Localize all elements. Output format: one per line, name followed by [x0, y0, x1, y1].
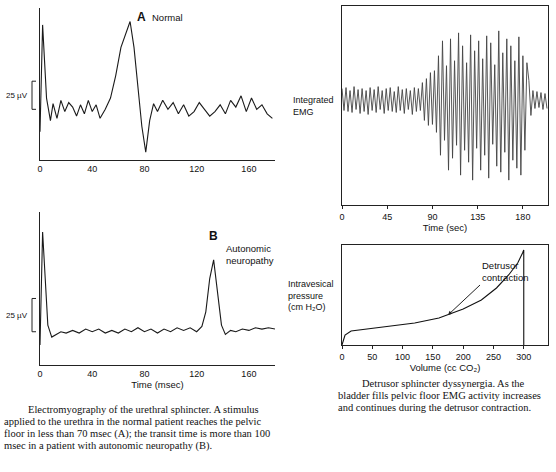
svg-text:150: 150: [425, 352, 440, 362]
svg-text:Time (msec): Time (msec): [131, 379, 183, 390]
svg-text:40: 40: [87, 369, 97, 379]
svg-text:160: 160: [241, 369, 256, 379]
svg-text:80: 80: [139, 369, 149, 379]
svg-text:0: 0: [339, 352, 344, 362]
svg-text:160: 160: [241, 164, 256, 174]
svg-text:100: 100: [395, 352, 410, 362]
svg-text:120: 120: [189, 164, 204, 174]
svg-text:0: 0: [339, 212, 344, 222]
svg-text:0: 0: [37, 369, 42, 379]
svg-text:25 µV: 25 µV: [6, 311, 28, 320]
svg-text:25 µV: 25 µV: [6, 91, 28, 100]
svg-text:120: 120: [189, 369, 204, 379]
svg-text:B: B: [209, 229, 218, 243]
svg-text:45: 45: [382, 212, 392, 222]
svg-text:90: 90: [427, 212, 437, 222]
svg-text:Volume (cc CO₂): Volume (cc CO₂): [410, 362, 481, 373]
svg-text:135: 135: [470, 212, 485, 222]
svg-text:180: 180: [515, 212, 530, 222]
svg-text:0: 0: [37, 164, 42, 174]
svg-text:80: 80: [139, 164, 149, 174]
html-text:Detrusor sphincter dyssynergia: Detrusor sphincter dyssynergia. As the b…: [338, 378, 541, 413]
svg-text:Intravesicalpressure(cm H₂O): Intravesicalpressure(cm H₂O): [288, 279, 334, 312]
svg-text:Time (sec): Time (sec): [423, 222, 468, 233]
svg-text:Detrusorcontraction: Detrusorcontraction: [482, 260, 528, 283]
svg-text:40: 40: [87, 164, 97, 174]
svg-text:300: 300: [516, 352, 531, 362]
svg-text:200: 200: [456, 352, 471, 362]
svg-text:50: 50: [367, 352, 377, 362]
svg-text:A: A: [137, 10, 146, 24]
svg-text:Normal: Normal: [152, 12, 183, 23]
html-text:Electromyography of the urethr: Electromyography of the urethral sphinct…: [4, 404, 271, 451]
svg-text:250: 250: [486, 352, 501, 362]
svg-text:IntegratedEMG: IntegratedEMG: [293, 95, 334, 117]
svg-text:Autonomicneuropathy: Autonomicneuropathy: [226, 243, 274, 266]
